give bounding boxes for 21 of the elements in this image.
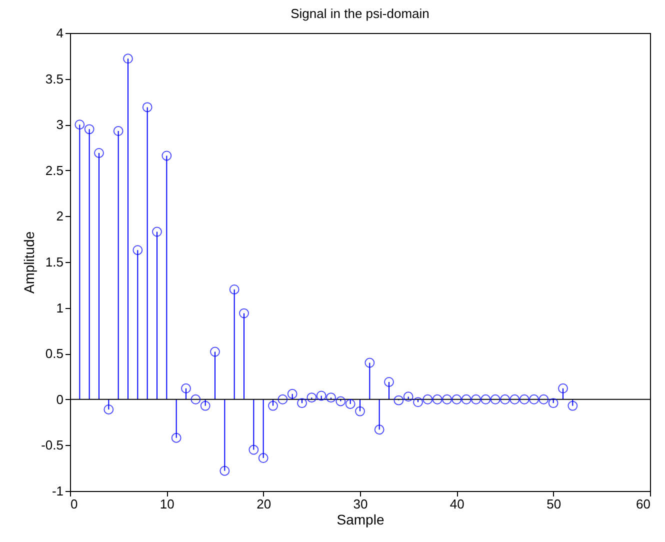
y-tick-label: 1 [56, 300, 64, 316]
y-tick-label: -1 [52, 484, 64, 498]
x-tick-label: 20 [256, 496, 272, 512]
y-tick-label: 3.5 [45, 71, 64, 86]
x-tick-label: 60 [636, 496, 650, 512]
y-axis-title: Amplitude [21, 231, 38, 294]
y-tick-label: 0.5 [45, 346, 64, 362]
x-tick-label: 0 [70, 496, 78, 512]
y-tick-label: 0 [56, 392, 64, 407]
x-tick-label: 40 [450, 496, 464, 512]
x-tick-label: 30 [353, 496, 368, 512]
x-tick-label: 10 [160, 496, 174, 512]
y-tick-label: 3 [56, 117, 64, 132]
x-tick-label: 50 [546, 496, 562, 512]
x-axis-title: Sample [336, 512, 384, 528]
y-tick-label: 1.5 [45, 254, 64, 270]
y-tick-label: -0.5 [41, 438, 64, 453]
chart-title: Signal in the psi-domain [290, 6, 430, 21]
y-tick-label: 2 [56, 208, 64, 224]
y-tick-label: 2.5 [45, 162, 64, 178]
y-tick-label: 4 [56, 26, 64, 40]
